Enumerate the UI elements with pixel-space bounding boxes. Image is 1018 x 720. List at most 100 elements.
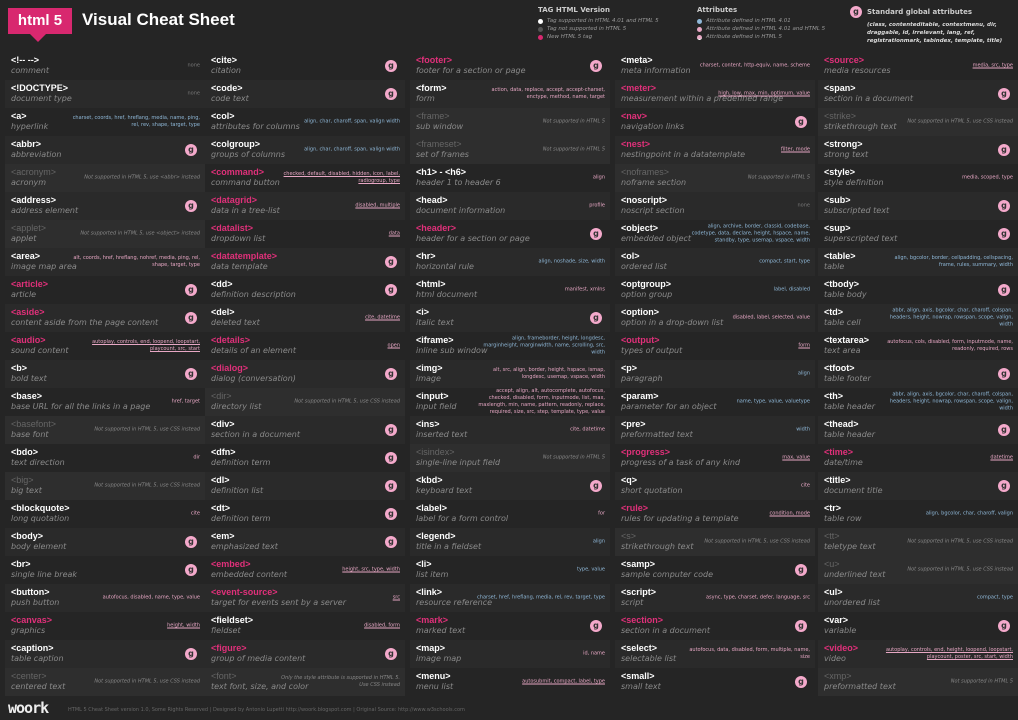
tag-description: option in a drop-down list [621, 318, 724, 327]
tag-entry: <sub> subscripted text g [818, 192, 1018, 220]
tag-description: footer for a section or page [416, 66, 526, 75]
tag-entry: <details> details of an element open [205, 332, 405, 360]
global-attributes-badge-icon: g [998, 424, 1010, 436]
tag-description: paragraph [621, 374, 663, 383]
tag-attributes: Not supported in HTML 5 [542, 454, 605, 461]
tag-name: <noscript> [621, 195, 668, 205]
tag-attributes: high, low, max, min, optimum, value [718, 90, 810, 97]
tag-attributes: open [387, 342, 400, 349]
tag-name: <h1> - <h6> [416, 167, 467, 177]
tag-name: <progress> [621, 447, 671, 457]
tag-attributes: align, archive, border, classid, codebas… [691, 223, 810, 244]
tag-entry: <textarea> text area autofocus, cols, disa… [818, 332, 1018, 360]
global-attributes-list: (class, contenteditable, contextmenu, di… [867, 22, 1003, 44]
tag-attributes: width [796, 426, 810, 433]
tag-entry: <event-source> target for events sent by … [205, 584, 405, 612]
tag-description: text direction [11, 458, 65, 467]
tag-entry: <col> attributes for columns align, char, … [205, 108, 405, 136]
tag-description: nestingpoint in a datatemplate [621, 150, 746, 159]
tag-description: target for events sent by a server [211, 598, 347, 607]
tag-description: header 1 to header 6 [416, 178, 501, 187]
tag-entry: <th> table header abbr, align, axis, bgcol… [818, 388, 1018, 416]
tag-name: <isindex> [416, 447, 455, 457]
tag-name: <code> [211, 83, 243, 93]
tag-name: <basefont> [11, 419, 57, 429]
tag-description: data template [211, 262, 268, 271]
tag-description: label for a form control [416, 514, 509, 523]
global-attributes-badge-icon: g [185, 536, 197, 548]
tag-entry: <i> italic text g [410, 304, 610, 332]
tag-entry: <datagrid> data in a tree-list disabled, m… [205, 192, 405, 220]
tag-name: <b> [11, 363, 28, 373]
tag-description: italic text [416, 318, 454, 327]
global-attributes-badge-icon: g [385, 60, 397, 72]
tag-name: <acronym> [11, 167, 57, 177]
tag-entry: <ul> unordered list compact, type [818, 584, 1018, 612]
blue-dot-icon [697, 18, 702, 24]
tag-name: <u> [824, 559, 840, 569]
tag-entry: <progress> progress of a task of any kind… [615, 444, 815, 472]
tag-description: progress of a task of any kind [621, 458, 741, 467]
global-attributes-badge-icon: g [185, 284, 197, 296]
tag-description: abbreviation [11, 150, 62, 159]
global-attributes-badge-icon: g [795, 564, 807, 576]
page-title: Visual Cheat Sheet [82, 10, 235, 29]
tag-description: horizontal rule [416, 262, 474, 271]
global-badge-icon: g [850, 6, 862, 18]
tag-attributes: compact, start, type [759, 258, 810, 265]
tag-description: rules for updating a template [621, 514, 739, 523]
tag-description: input field [416, 402, 457, 411]
tag-name: <td> [824, 307, 844, 317]
tag-entry: <article> article g [5, 276, 205, 304]
tag-name: <event-source> [211, 587, 278, 597]
tag-description: address element [11, 206, 79, 215]
tag-entry: <param> parameter for an object name, type… [615, 388, 815, 416]
tag-description: header for a section or page [416, 234, 530, 243]
tag-attributes: cite, datetime [570, 426, 605, 433]
tag-description: centered text [11, 682, 66, 691]
tag-name: <abbr> [11, 139, 42, 149]
tag-description: bold text [11, 374, 47, 383]
tag-attributes: media, src, type [972, 62, 1013, 69]
tag-name: <br> [11, 559, 31, 569]
legend-label: Attribute defined in HTML 4.01 and HTML … [706, 26, 826, 32]
tag-entry: <hr> horizontal rule align, noshade, size,… [410, 248, 610, 276]
tag-attributes: align, frameborder, height, longdesc, ma… [483, 335, 605, 356]
global-attributes-badge-icon: g [185, 312, 197, 324]
tag-version-legend: TAG HTML Version Tag supported in HTML 4… [538, 6, 659, 41]
tag-name: <hr> [416, 251, 436, 261]
global-attributes-badge-icon: g [998, 480, 1010, 492]
tag-attributes: max, value [782, 454, 810, 461]
tag-name: <section> [621, 615, 664, 625]
tag-name: <canvas> [11, 615, 53, 625]
tag-entry: <applet> applet Not supported in HTML 5, u… [5, 220, 205, 248]
tag-description: marked text [416, 626, 466, 635]
tag-name: <output> [621, 335, 660, 345]
tag-name: <command> [211, 167, 265, 177]
tag-name: <ol> [621, 251, 640, 261]
tag-name: <div> [211, 419, 235, 429]
tag-attributes: alt, coords, href, hreflang, nohref, med… [73, 255, 200, 268]
tag-entry: <meter> measurement within a predefined r… [615, 80, 815, 108]
tag-description: short quotation [621, 486, 683, 495]
tag-attributes: manifest, xmlns [564, 286, 605, 293]
tag-name: <audio> [11, 335, 46, 345]
tag-description: directory list [211, 402, 262, 411]
tag-attributes: align, noshade, size, width [538, 258, 605, 265]
tag-description: code text [211, 94, 249, 103]
tag-entry: <frameset> set of frames Not supported in … [410, 136, 610, 164]
tag-entry: <figure> group of media content g [205, 640, 405, 668]
tag-attributes: action, data, replace, accept, accept-ch… [491, 87, 605, 100]
global-attributes-badge-icon: g [385, 368, 397, 380]
tag-entry: <output> types of output form [615, 332, 815, 360]
tag-description: body element [11, 542, 67, 551]
tag-description: section in a document [621, 626, 710, 635]
tag-description: set of frames [416, 150, 469, 159]
tag-entry: <pre> preformatted text width [615, 416, 815, 444]
tag-attributes: Not supported in HTML 5, use CSS instead [907, 538, 1013, 545]
tag-name: <time> [824, 447, 854, 457]
tag-attributes: Not supported in HTML 5 [542, 146, 605, 153]
tag-description: graphics [11, 626, 46, 635]
tag-attributes: Not supported in HTML 5 [950, 678, 1013, 685]
tag-name: <legend> [416, 531, 456, 541]
